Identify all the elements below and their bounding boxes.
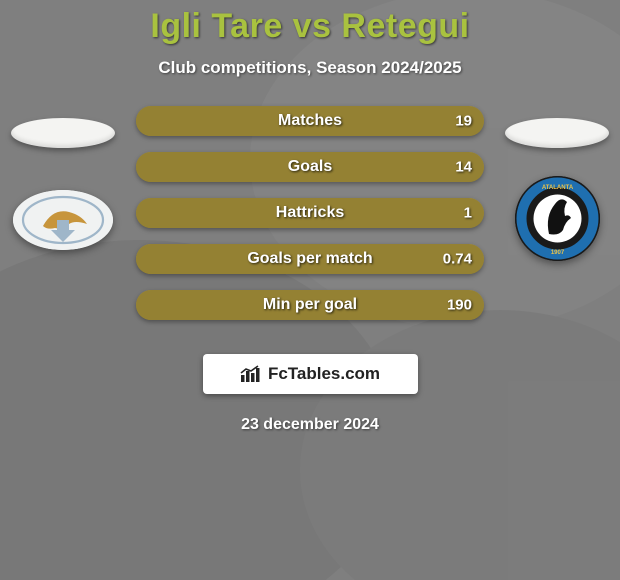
stat-bar-hattricks: Hattricks 1 — [136, 198, 484, 228]
stat-right-value: 0.74 — [443, 251, 472, 268]
atalanta-crest-icon: ATALANTA 1907 — [515, 176, 600, 261]
fctables-logo[interactable]: FcTables.com — [203, 354, 418, 394]
bar-chart-icon — [240, 365, 262, 383]
stat-right-value: 19 — [455, 113, 472, 130]
stat-bar-min-per-goal: Min per goal 190 — [136, 290, 484, 320]
right-player-column: ATALANTA 1907 — [502, 118, 612, 261]
stat-label: Min per goal — [263, 296, 357, 314]
comparison-row: Matches 19 Goals 14 Hattricks — [0, 118, 620, 336]
stat-right-value: 14 — [455, 159, 472, 176]
stat-right-value: 190 — [447, 297, 472, 314]
stat-label: Hattricks — [276, 204, 344, 222]
svg-text:1907: 1907 — [550, 250, 564, 256]
date-text: 23 december 2024 — [0, 416, 620, 434]
stat-bar-matches: Matches 19 — [136, 106, 484, 136]
left-player-avatar-placeholder — [11, 118, 115, 148]
left-club-badge — [13, 190, 113, 250]
logo-text: FcTables.com — [268, 364, 380, 384]
stat-bars: Matches 19 Goals 14 Hattricks — [118, 106, 502, 336]
right-club-badge: ATALANTA 1907 — [515, 176, 600, 261]
stat-bar-goals-per-match: Goals per match 0.74 — [136, 244, 484, 274]
lazio-crest-icon — [13, 190, 113, 250]
subtitle: Club competitions, Season 2024/2025 — [0, 58, 620, 78]
svg-text:ATALANTA: ATALANTA — [541, 185, 573, 191]
stat-label: Goals per match — [247, 250, 372, 268]
stat-label: Matches — [278, 112, 342, 130]
right-player-avatar-placeholder — [505, 118, 609, 148]
page-title: Igli Tare vs Retegui — [0, 7, 620, 46]
stat-label: Goals — [288, 158, 332, 176]
stat-bar-goals: Goals 14 — [136, 152, 484, 182]
left-player-column — [8, 118, 118, 250]
stat-right-value: 1 — [464, 205, 472, 222]
